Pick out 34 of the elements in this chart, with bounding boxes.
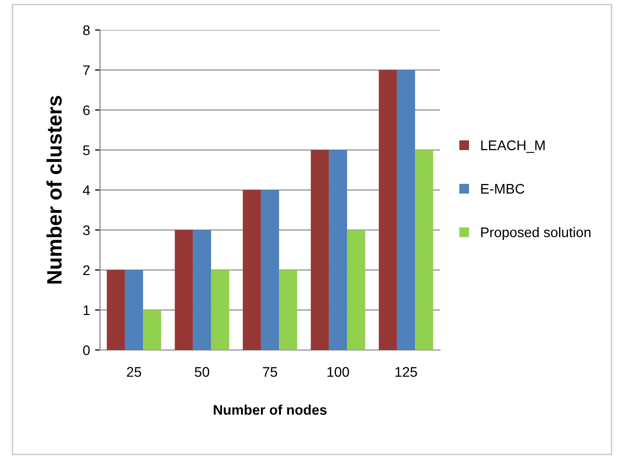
legend-label: LEACH_M bbox=[481, 140, 545, 153]
legend-label: E-MBC bbox=[481, 184, 524, 194]
bar bbox=[211, 270, 230, 350]
bar bbox=[143, 310, 162, 350]
bar bbox=[328, 150, 348, 350]
bar bbox=[415, 150, 434, 350]
y-tick-label: 1 bbox=[84, 305, 90, 316]
bar bbox=[260, 190, 280, 350]
bar bbox=[106, 270, 125, 350]
bar bbox=[242, 190, 261, 350]
x-tick-label: 75 bbox=[262, 367, 278, 377]
x-tick-label: 50 bbox=[194, 367, 210, 377]
bar bbox=[192, 230, 212, 350]
y-tick-label: 7 bbox=[83, 65, 90, 76]
y-tick-label: 3 bbox=[83, 225, 90, 236]
y-tick-label: 6 bbox=[83, 105, 90, 116]
bar bbox=[310, 150, 329, 350]
bar bbox=[347, 230, 366, 350]
y-tick-label: 4 bbox=[82, 185, 90, 196]
bar bbox=[396, 70, 416, 350]
legend-label: Proposed solution bbox=[481, 227, 590, 240]
x-axis-title: Number of nodes bbox=[214, 404, 327, 415]
y-tick-label: 8 bbox=[83, 25, 90, 36]
y-axis-title: Number of clusters bbox=[46, 96, 62, 284]
bar bbox=[124, 270, 144, 350]
bar bbox=[174, 230, 193, 350]
y-tick-label: 5 bbox=[83, 145, 90, 156]
x-tick-label: 25 bbox=[126, 367, 142, 377]
bar bbox=[279, 270, 298, 350]
bar bbox=[378, 70, 397, 350]
x-tick-label: 125 bbox=[395, 367, 418, 377]
y-tick-label: 2 bbox=[83, 265, 90, 276]
y-tick-label: 0 bbox=[83, 345, 90, 356]
x-tick-label: 100 bbox=[327, 367, 350, 377]
